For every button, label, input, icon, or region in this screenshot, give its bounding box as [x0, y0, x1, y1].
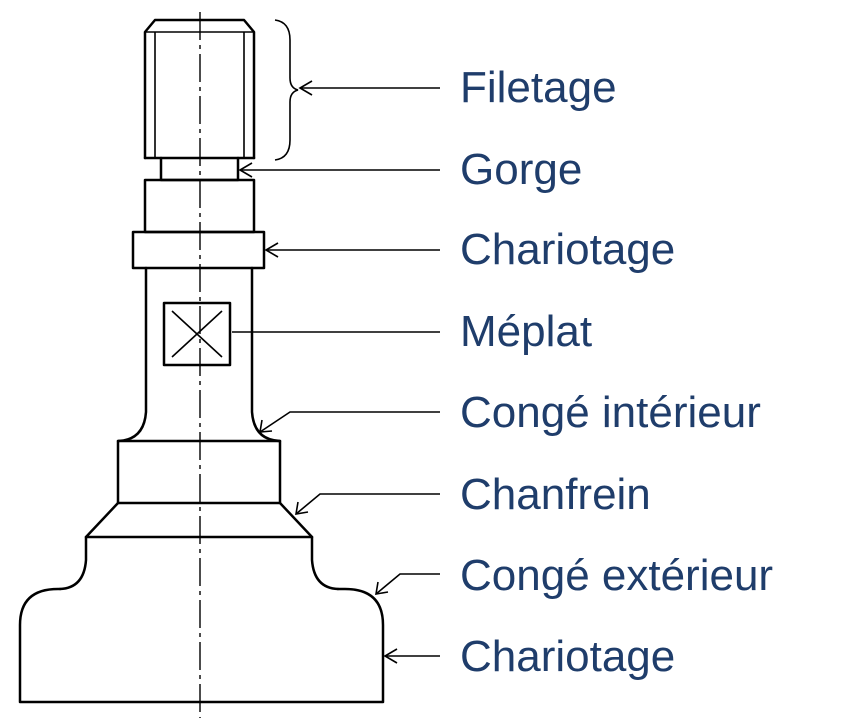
base: [18, 587, 385, 704]
label-meplat: Méplat: [460, 307, 592, 356]
leader-conge-interieur: [259, 411, 440, 433]
shaft: [116, 266, 282, 443]
middle-block: [116, 439, 282, 505]
label-chariotage: Chariotage: [460, 225, 675, 274]
leader-gorge: [238, 162, 440, 178]
label-chanfrein: Chanfrein: [460, 470, 651, 519]
label-filetage: Filetage: [460, 63, 617, 112]
leader-chariotage-2: [383, 648, 440, 664]
lower-step: [58, 535, 340, 591]
label-gorge: Gorge: [460, 145, 582, 194]
thread-section: [143, 18, 256, 160]
leader-chariotage-1: [264, 242, 440, 258]
leader-chanfrein: [295, 493, 440, 515]
label-chariotage-base: Chariotage: [460, 632, 675, 681]
chamfer: [84, 501, 314, 539]
label-conge-interieur: Congé intérieur: [460, 388, 761, 437]
leader-filetage: [298, 80, 440, 96]
flat-symbol: [162, 301, 232, 367]
collar: [131, 230, 266, 270]
label-conge-exterieur: Congé extérieur: [460, 551, 773, 600]
thread-brace: [274, 19, 299, 161]
leader-conge-exterieur: [375, 573, 440, 595]
